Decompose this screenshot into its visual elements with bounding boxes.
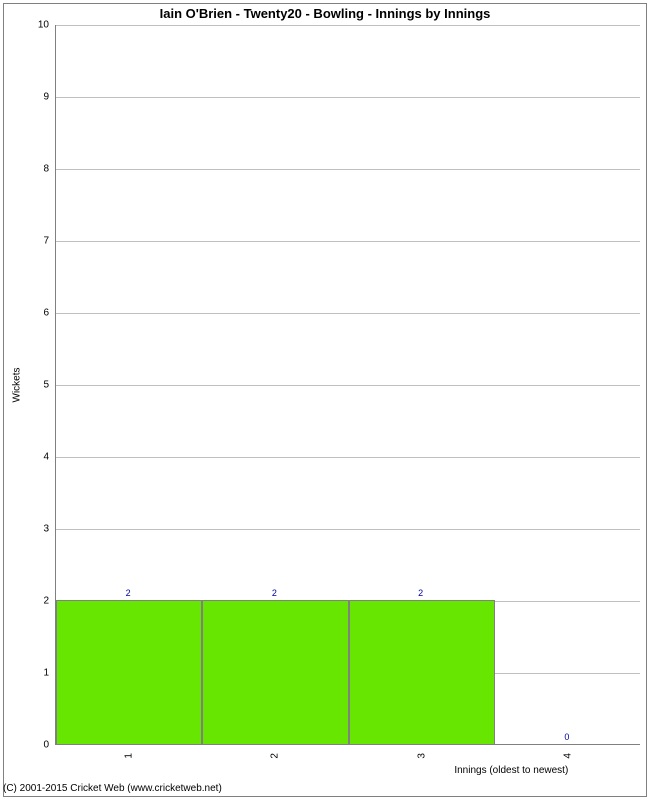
plot-area — [55, 25, 640, 745]
gridline-horizontal — [56, 97, 640, 98]
x-tick-label: 1 — [124, 753, 135, 759]
y-tick-label: 8 — [43, 164, 55, 175]
gridline-horizontal — [56, 241, 640, 242]
gridline-horizontal — [56, 169, 640, 170]
y-tick-label: 9 — [43, 92, 55, 103]
gridline-horizontal — [56, 457, 640, 458]
x-tick-label: 4 — [562, 753, 573, 759]
y-tick-label: 7 — [43, 236, 55, 247]
y-tick-label: 4 — [43, 452, 55, 463]
y-tick-label: 5 — [43, 380, 55, 391]
gridline-horizontal — [56, 385, 640, 386]
x-axis-label: Innings (oldest to newest) — [454, 765, 568, 776]
bar-value-label: 2 — [272, 588, 277, 598]
y-tick-label: 0 — [43, 740, 55, 751]
bar — [56, 600, 202, 744]
x-tick-label: 3 — [416, 753, 427, 759]
x-tick-label: 2 — [270, 753, 281, 759]
bar — [202, 600, 348, 744]
y-tick-label: 3 — [43, 524, 55, 535]
bar-value-label: 2 — [126, 588, 131, 598]
y-tick-label: 6 — [43, 308, 55, 319]
y-tick-label: 1 — [43, 668, 55, 679]
y-axis-label: Wickets — [12, 368, 23, 403]
copyright-text: (C) 2001-2015 Cricket Web (www.cricketwe… — [3, 783, 222, 794]
bar — [349, 600, 495, 744]
y-tick-label: 2 — [43, 596, 55, 607]
gridline-horizontal — [56, 529, 640, 530]
bar-value-label: 0 — [564, 732, 569, 742]
gridline-horizontal — [56, 313, 640, 314]
gridline-horizontal — [56, 25, 640, 26]
bar-value-label: 2 — [418, 588, 423, 598]
y-tick-label: 10 — [38, 20, 55, 31]
chart-title: Iain O'Brien - Twenty20 - Bowling - Inni… — [0, 6, 650, 21]
